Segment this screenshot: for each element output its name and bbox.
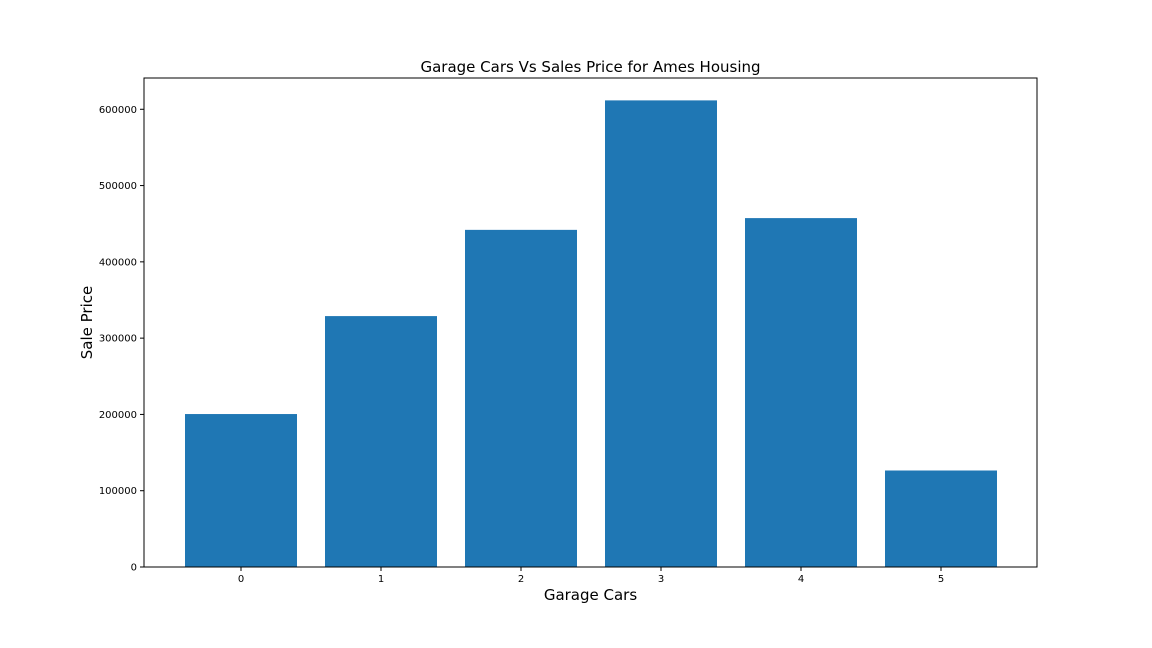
x-axis-label: Garage Cars (544, 586, 638, 604)
bar-0 (185, 414, 297, 567)
y-tick-label: 600000 (99, 105, 137, 116)
bar-1 (325, 316, 437, 567)
x-tick-label: 3 (658, 574, 664, 585)
y-tick-label: 200000 (99, 410, 137, 421)
plot-frame (143, 77, 1038, 568)
y-axis: 0 100000 200000 300000 400000 500000 600000 (99, 105, 144, 574)
y-tick-label: 100000 (99, 486, 137, 497)
chart-title: Garage Cars Vs Sales Price for Ames Hous… (420, 58, 760, 76)
y-tick-label: 0 (131, 563, 137, 574)
bar-3 (605, 100, 717, 567)
x-tick-label: 0 (238, 574, 244, 585)
y-tick-label: 500000 (99, 181, 137, 192)
bar-4 (745, 218, 857, 567)
bars-group (185, 100, 997, 567)
y-tick-label: 400000 (99, 257, 137, 268)
x-axis: 0 1 2 3 4 5 (238, 567, 944, 585)
x-tick-label: 5 (938, 574, 944, 585)
y-tick-label: 300000 (99, 334, 137, 345)
x-tick-label: 4 (798, 574, 804, 585)
bar-5 (885, 470, 997, 567)
bar-2 (465, 229, 577, 567)
x-tick-label: 1 (378, 574, 384, 585)
x-tick-label: 2 (518, 574, 524, 585)
y-axis-label: Sale Price (78, 286, 96, 359)
